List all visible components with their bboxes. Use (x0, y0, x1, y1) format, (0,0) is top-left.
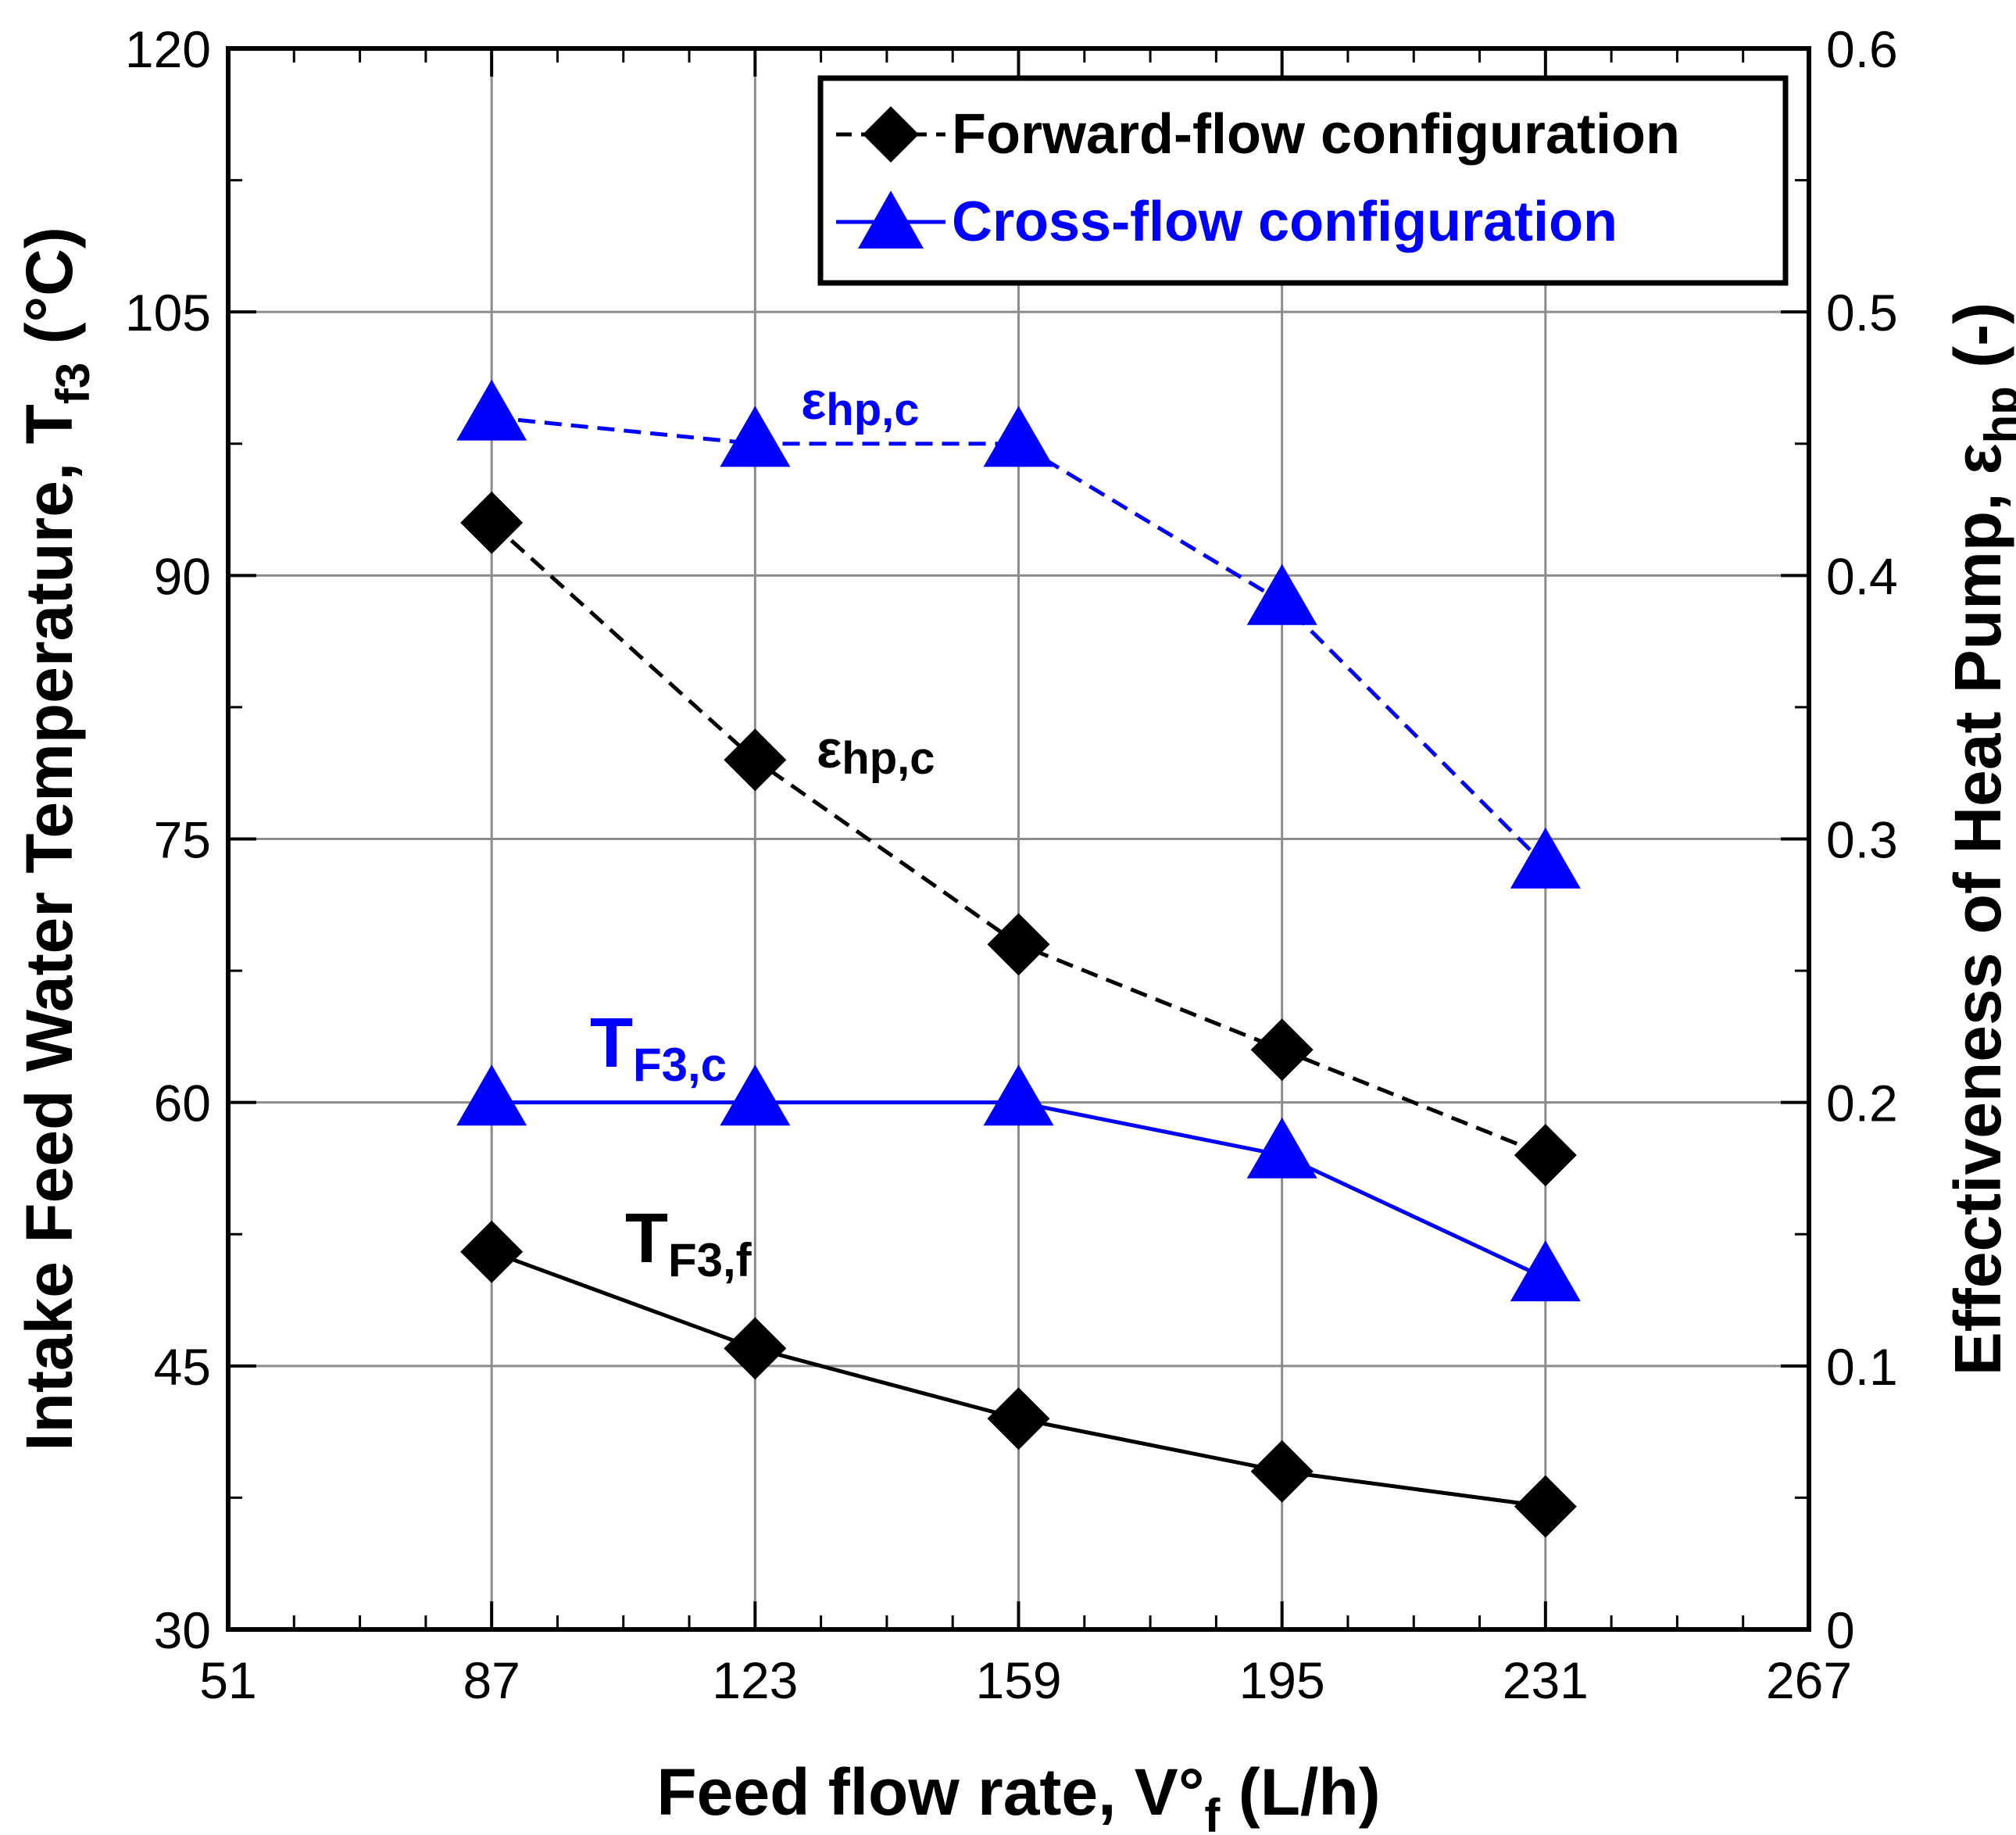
x-tick-label: 159 (975, 1651, 1061, 1709)
triangle-marker (456, 379, 527, 441)
legend-forward-marker (863, 106, 919, 163)
annotation-t-cross: TF3,c (590, 1004, 727, 1091)
y-left-tick-label: 60 (154, 1075, 211, 1132)
diamond-marker (460, 1220, 524, 1283)
y-left-tick-labels: 30 45 60 75 90 105 120 (125, 20, 211, 1659)
x-tick-labels: 51 87 123 159 195 231 267 (199, 1651, 1852, 1709)
annotation-eps-forward: εhp,c (817, 720, 935, 784)
y-left-axis-title-sub: f3 (47, 363, 99, 404)
y-right-tick-label: 0.4 (1826, 547, 1898, 605)
y-left-axis-title: Intake Feed Water Temperature, Tf3 (°C) (13, 227, 99, 1451)
series-markers (456, 379, 1581, 1538)
legend-cross-marker (858, 191, 924, 249)
triangle-marker (1510, 827, 1581, 889)
diamond-marker (1514, 1475, 1577, 1538)
y-left-axis-title-unit: (°C) (13, 227, 86, 363)
y-right-axis-title-unit: (-) (1941, 302, 2014, 386)
y-right-tick-labels: 0 0.1 0.2 0.3 0.4 0.5 0.6 (1826, 20, 1898, 1659)
y-left-tick-label: 120 (125, 20, 211, 78)
triangle-marker (720, 1064, 791, 1126)
y-right-axis-title-sub: hp (1975, 386, 2016, 443)
x-tick-label: 195 (1239, 1651, 1325, 1709)
y-right-tick-label: 0.2 (1826, 1075, 1898, 1132)
diamond-marker (987, 913, 1050, 976)
plot-frame (226, 46, 1811, 1632)
legend-cross-label: Cross-flow configuration (952, 191, 1617, 253)
diamond-marker (724, 728, 787, 792)
diamond-marker (1250, 1440, 1314, 1503)
y-right-tick-label: 0.6 (1826, 20, 1898, 78)
triangle-marker (983, 1064, 1054, 1126)
y-left-tick-label: 30 (154, 1601, 211, 1659)
triangle-marker (1510, 1240, 1581, 1302)
diamond-marker (460, 491, 524, 554)
y-right-axis-title: Effectiveness of Heat Pump, εhp (-) (1941, 302, 2016, 1375)
y-left-tick-label: 90 (154, 547, 211, 605)
diamond-marker (1514, 1124, 1577, 1187)
triangle-marker (456, 1064, 527, 1126)
legend-box (817, 75, 1789, 286)
x-tick-label: 123 (712, 1651, 798, 1709)
triangle-marker (1246, 563, 1317, 625)
y-right-tick-label: 0.3 (1826, 811, 1898, 869)
triangle-marker (1246, 1117, 1317, 1179)
x-axis-title-unit: (L/h) (1220, 1755, 1380, 1829)
y-left-tick-label: 75 (154, 811, 211, 869)
annotation-t-forward: TF3,f (625, 1200, 752, 1286)
y-left-tick-label: 45 (154, 1338, 211, 1396)
x-axis-title-sub: f (1204, 1790, 1221, 1835)
x-tick-label: 87 (463, 1651, 520, 1709)
x-tick-label: 267 (1766, 1651, 1852, 1709)
triangle-marker (720, 406, 791, 467)
diamond-marker (1250, 1018, 1314, 1082)
y-right-tick-label: 0.1 (1826, 1338, 1898, 1396)
x-tick-label: 51 (199, 1651, 256, 1709)
x-axis-title: Feed flow rate, V°f (L/h) (656, 1755, 1380, 1835)
y-right-tick-label: 0.5 (1826, 284, 1898, 342)
y-right-axis-title-main: Effectiveness of Heat Pump, ε (1941, 443, 2014, 1375)
legend: Forward-flow configuration Cross-flow co… (817, 75, 1789, 286)
annotations: εhp,c εhp,c TF3,c TF3,f (590, 371, 935, 1286)
x-tick-label: 231 (1503, 1651, 1589, 1709)
y-left-tick-label: 105 (125, 284, 211, 342)
triangle-marker (983, 406, 1054, 467)
legend-forward-label: Forward-flow configuration (952, 103, 1680, 166)
diamond-marker (724, 1317, 787, 1380)
annotation-eps-cross: εhp,c (801, 371, 920, 435)
y-right-tick-label: 0 (1826, 1601, 1855, 1659)
x-axis-title-main: Feed flow rate, V° (656, 1755, 1204, 1829)
diamond-marker (987, 1387, 1050, 1450)
y-left-axis-title-main: Intake Feed Water Temperature, T (13, 404, 86, 1451)
series-line-cross-right (491, 415, 1547, 867)
